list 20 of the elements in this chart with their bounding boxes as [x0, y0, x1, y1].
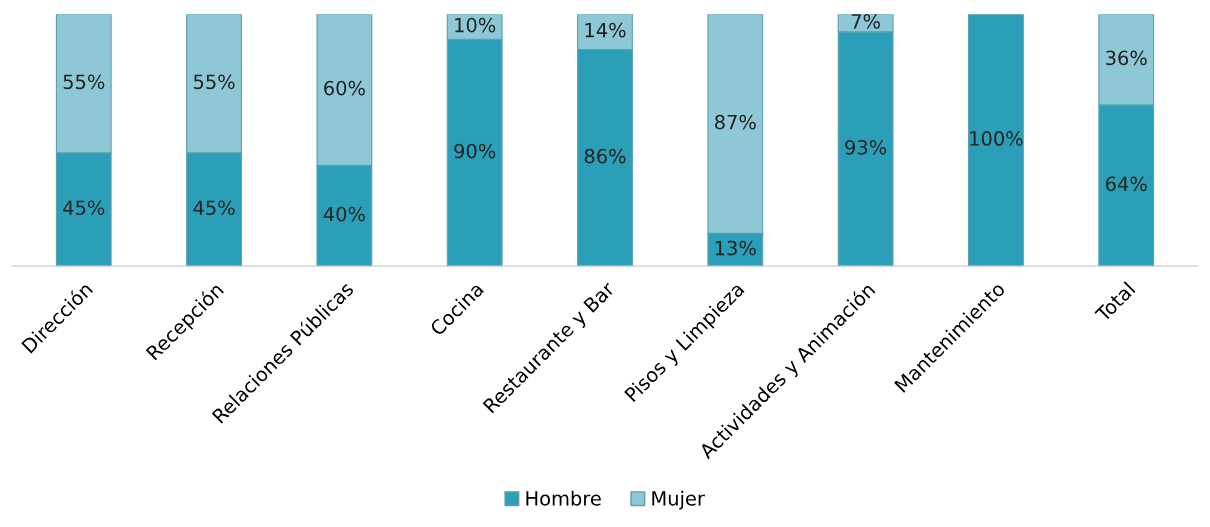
- data-label: 36%: [1106, 50, 1147, 66]
- bar: [968, 14, 1024, 267]
- data-label: 40%: [323, 206, 365, 222]
- data-label: 10%: [455, 17, 496, 33]
- data-label: 60%: [324, 80, 365, 96]
- legend-label: Hombre: [526, 490, 601, 506]
- data-label: 13%: [715, 240, 756, 256]
- data-label: 45%: [193, 200, 235, 216]
- data-label: 87%: [715, 114, 756, 130]
- data-label: 100%: [970, 131, 1023, 146]
- data-label: 93%: [845, 139, 887, 155]
- data-label: 45%: [63, 200, 105, 216]
- data-label: 14%: [585, 22, 626, 38]
- data-label: 55%: [193, 74, 235, 90]
- legend-label: Mujer: [652, 490, 705, 510]
- data-label: 64%: [1105, 176, 1147, 192]
- data-label: 7%: [851, 13, 880, 29]
- data-label: 86%: [584, 148, 626, 164]
- data-label: 55%: [63, 74, 105, 90]
- data-label: 90%: [454, 143, 496, 159]
